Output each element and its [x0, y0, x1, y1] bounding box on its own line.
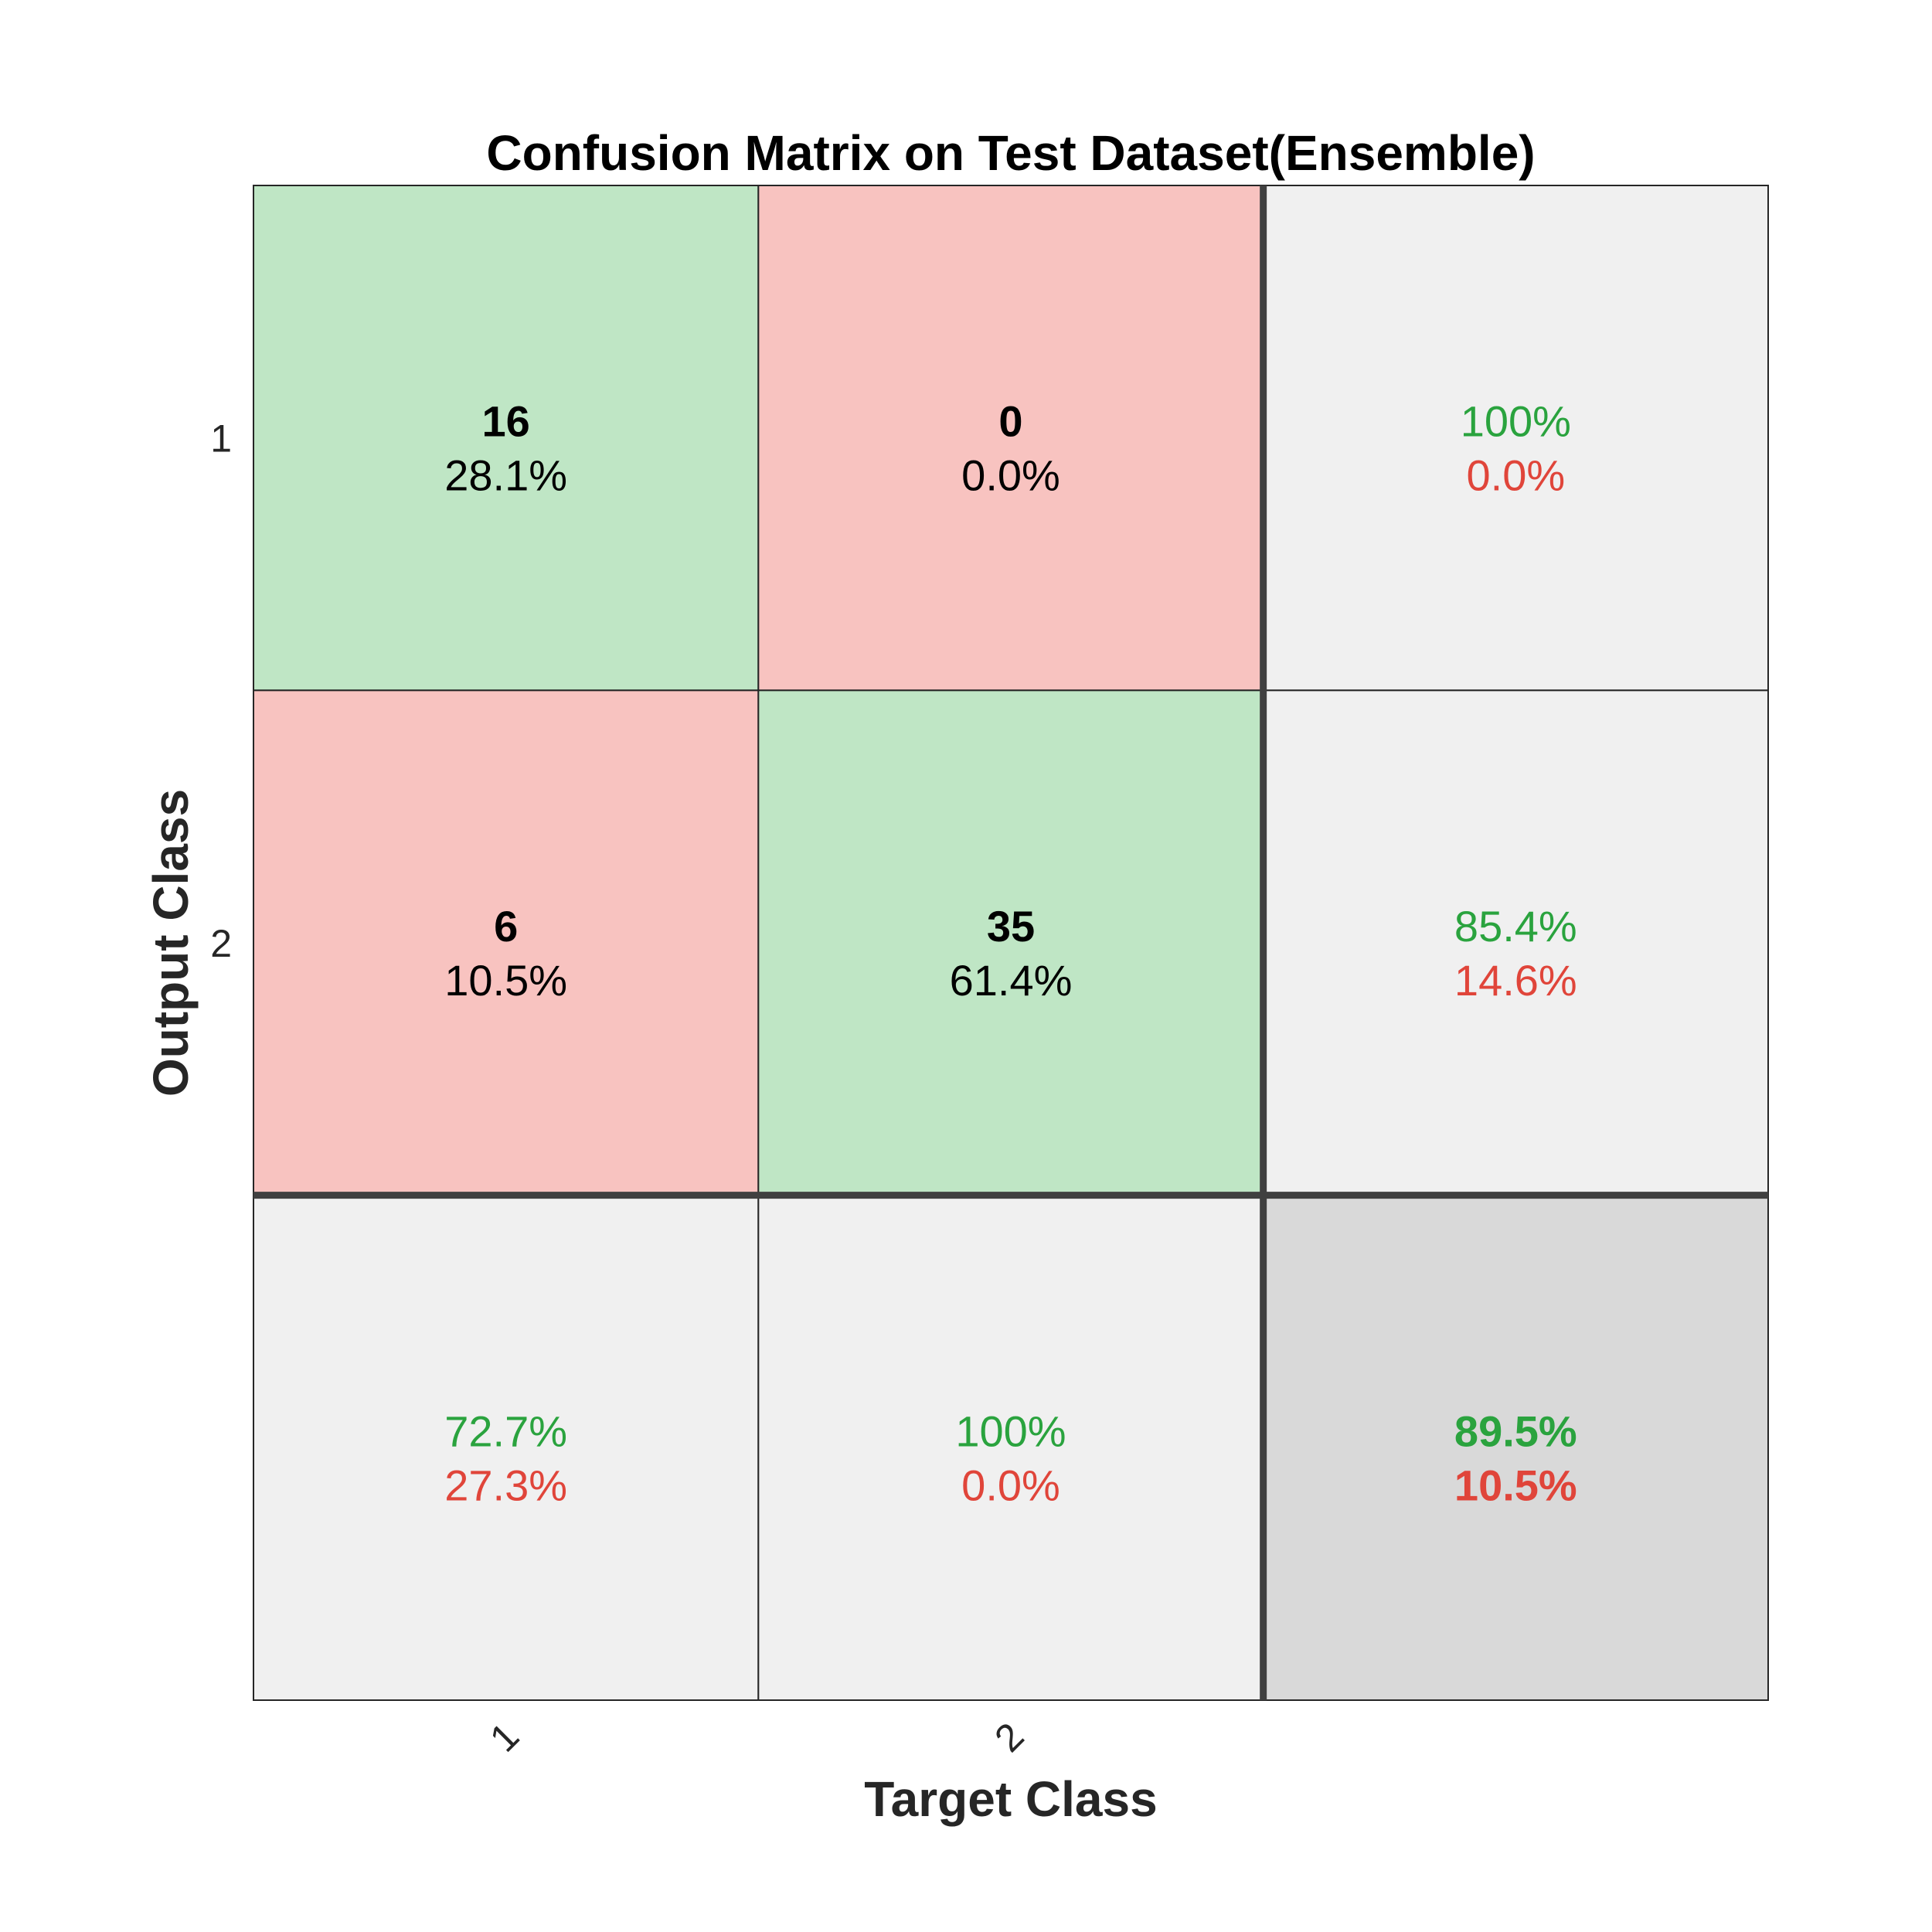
- x-tick-label: 2: [986, 1714, 1032, 1760]
- column-summary-incorrect-label: 27.3%: [444, 1461, 567, 1509]
- matrix-cell: [253, 1194, 760, 1701]
- matrix-cell: [1262, 689, 1769, 1196]
- row-summary-incorrect-label: 0.0%: [1467, 451, 1566, 500]
- cell-count-label: 6: [494, 902, 518, 951]
- row-summary-correct-label: 100%: [1461, 397, 1571, 446]
- overall-incorrect-label: 10.5%: [1454, 1461, 1577, 1509]
- row-summary-correct-label: 85.4%: [1454, 902, 1577, 951]
- cell-percent-label: 0.0%: [961, 451, 1060, 500]
- cell-percent-label: 10.5%: [444, 956, 567, 1005]
- matrix-cell: [757, 1194, 1264, 1701]
- column-summary-correct-label: 100%: [955, 1406, 1066, 1455]
- x-axis-title: Target Class: [864, 1771, 1157, 1827]
- overall-correct-label: 89.5%: [1454, 1406, 1577, 1455]
- cell-count-label: 16: [482, 397, 530, 446]
- cell-count-label: 0: [998, 397, 1022, 446]
- x-tick-label: 1: [481, 1714, 527, 1760]
- y-axis-title: Output Class: [143, 789, 199, 1097]
- matrix-cell: [757, 185, 1264, 692]
- matrix-cell: [757, 689, 1264, 1196]
- cell-count-label: 35: [987, 902, 1035, 951]
- cell-percent-label: 61.4%: [950, 956, 1073, 1005]
- matrix-cells: [253, 185, 1769, 1701]
- matrix-cell: [253, 689, 760, 1196]
- chart-title: Confusion Matrix on Test Dataset(Ensembl…: [486, 125, 1535, 181]
- column-summary-incorrect-label: 0.0%: [961, 1461, 1060, 1509]
- column-summary-correct-label: 72.7%: [444, 1406, 567, 1455]
- matrix-gridlines: [253, 185, 1768, 1700]
- row-summary-incorrect-label: 14.6%: [1454, 956, 1577, 1005]
- y-tick-label: 2: [210, 922, 232, 965]
- cell-percent-label: 28.1%: [444, 451, 567, 500]
- matrix-cell: [1262, 185, 1769, 692]
- y-tick-label: 1: [210, 417, 232, 461]
- matrix-cell: [253, 185, 760, 692]
